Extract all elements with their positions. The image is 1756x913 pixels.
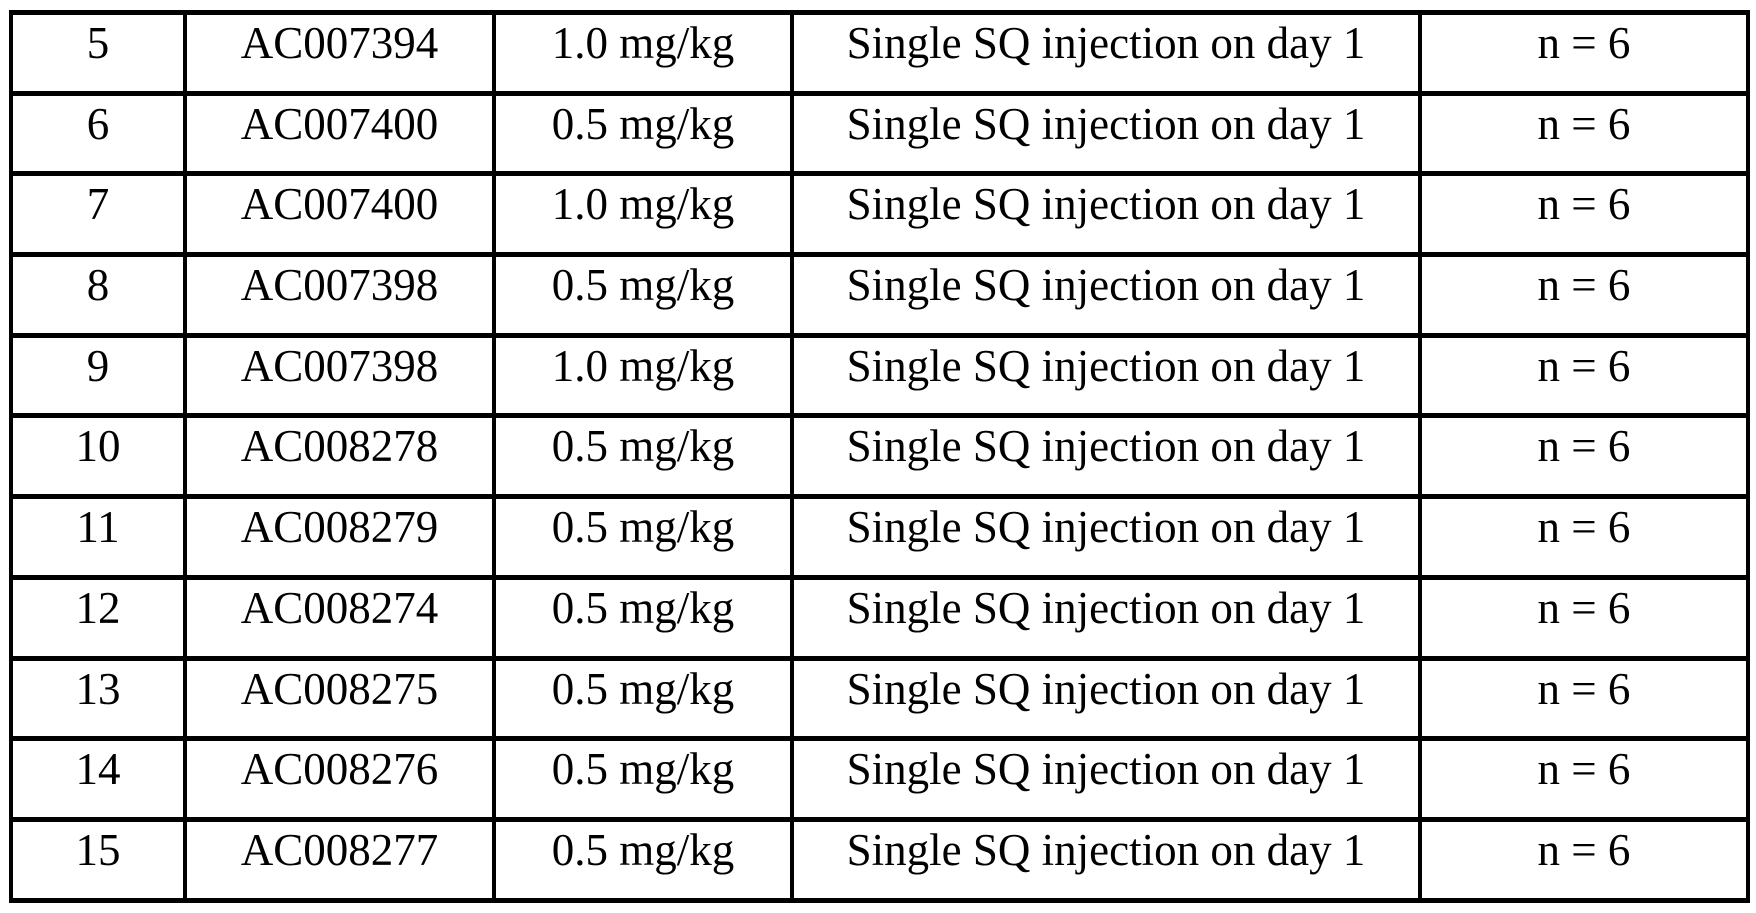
cell-group-number: 7 <box>9 171 187 258</box>
study-table-body: 5 AC007394 1.0 mg/kg Single SQ injection… <box>9 10 1750 903</box>
cell-regimen: Single SQ injection on day 1 <box>790 332 1422 419</box>
cell-sample-size: n = 6 <box>1418 574 1750 661</box>
table-row: 7 AC007400 1.0 mg/kg Single SQ injection… <box>9 171 1750 258</box>
cell-regimen: Single SQ injection on day 1 <box>790 252 1422 338</box>
cell-dose: 0.5 mg/kg <box>492 494 794 580</box>
table-row: 6 AC007400 0.5 mg/kg Single SQ injection… <box>9 90 1750 177</box>
table-row: 5 AC007394 1.0 mg/kg Single SQ injection… <box>9 10 1750 96</box>
cell-sample-size: n = 6 <box>1418 736 1750 822</box>
cell-compound-id: AC008278 <box>183 413 496 500</box>
cell-dose: 0.5 mg/kg <box>492 90 794 177</box>
cell-dose: 0.5 mg/kg <box>492 655 794 742</box>
cell-regimen: Single SQ injection on day 1 <box>790 574 1422 661</box>
cell-dose: 0.5 mg/kg <box>492 574 794 661</box>
cell-group-number: 8 <box>9 252 187 338</box>
cell-dose: 0.5 mg/kg <box>492 736 794 822</box>
cell-sample-size: n = 6 <box>1418 10 1750 96</box>
cell-dose: 1.0 mg/kg <box>492 10 794 96</box>
cell-regimen: Single SQ injection on day 1 <box>790 494 1422 580</box>
cell-group-number: 10 <box>9 413 187 500</box>
cell-compound-id: AC008276 <box>183 736 496 822</box>
cell-sample-size: n = 6 <box>1418 816 1750 903</box>
cell-sample-size: n = 6 <box>1418 494 1750 580</box>
cell-compound-id: AC008279 <box>183 494 496 580</box>
cell-group-number: 6 <box>9 90 187 177</box>
cell-group-number: 5 <box>9 10 187 96</box>
table-row: 14 AC008276 0.5 mg/kg Single SQ injectio… <box>9 736 1750 822</box>
cell-group-number: 12 <box>9 574 187 661</box>
cell-dose: 1.0 mg/kg <box>492 171 794 258</box>
cell-compound-id: AC008275 <box>183 655 496 742</box>
cell-dose: 0.5 mg/kg <box>492 816 794 903</box>
cell-dose: 1.0 mg/kg <box>492 332 794 419</box>
cell-compound-id: AC008274 <box>183 574 496 661</box>
cell-compound-id: AC008277 <box>183 816 496 903</box>
cell-group-number: 9 <box>9 332 187 419</box>
table-row: 11 AC008279 0.5 mg/kg Single SQ injectio… <box>9 494 1750 580</box>
cell-dose: 0.5 mg/kg <box>492 413 794 500</box>
cell-compound-id: AC007400 <box>183 171 496 258</box>
cell-regimen: Single SQ injection on day 1 <box>790 90 1422 177</box>
table-row: 13 AC008275 0.5 mg/kg Single SQ injectio… <box>9 655 1750 742</box>
cell-compound-id: AC007398 <box>183 252 496 338</box>
cell-compound-id: AC007398 <box>183 332 496 419</box>
table-row: 12 AC008274 0.5 mg/kg Single SQ injectio… <box>9 574 1750 661</box>
cell-regimen: Single SQ injection on day 1 <box>790 10 1422 96</box>
cell-dose: 0.5 mg/kg <box>492 252 794 338</box>
table-row: 15 AC008277 0.5 mg/kg Single SQ injectio… <box>9 816 1750 903</box>
cell-sample-size: n = 6 <box>1418 655 1750 742</box>
study-groups-table: 5 AC007394 1.0 mg/kg Single SQ injection… <box>9 10 1750 903</box>
cell-regimen: Single SQ injection on day 1 <box>790 816 1422 903</box>
cell-group-number: 13 <box>9 655 187 742</box>
cell-regimen: Single SQ injection on day 1 <box>790 171 1422 258</box>
cell-group-number: 11 <box>9 494 187 580</box>
cell-sample-size: n = 6 <box>1418 252 1750 338</box>
cell-group-number: 15 <box>9 816 187 903</box>
cell-regimen: Single SQ injection on day 1 <box>790 736 1422 822</box>
cell-compound-id: AC007400 <box>183 90 496 177</box>
cell-sample-size: n = 6 <box>1418 171 1750 258</box>
cell-group-number: 14 <box>9 736 187 822</box>
cell-sample-size: n = 6 <box>1418 332 1750 419</box>
cell-sample-size: n = 6 <box>1418 413 1750 500</box>
table-row: 9 AC007398 1.0 mg/kg Single SQ injection… <box>9 332 1750 419</box>
cell-sample-size: n = 6 <box>1418 90 1750 177</box>
cell-regimen: Single SQ injection on day 1 <box>790 413 1422 500</box>
cell-compound-id: AC007394 <box>183 10 496 96</box>
table-row: 8 AC007398 0.5 mg/kg Single SQ injection… <box>9 252 1750 338</box>
table-row: 10 AC008278 0.5 mg/kg Single SQ injectio… <box>9 413 1750 500</box>
cell-regimen: Single SQ injection on day 1 <box>790 655 1422 742</box>
